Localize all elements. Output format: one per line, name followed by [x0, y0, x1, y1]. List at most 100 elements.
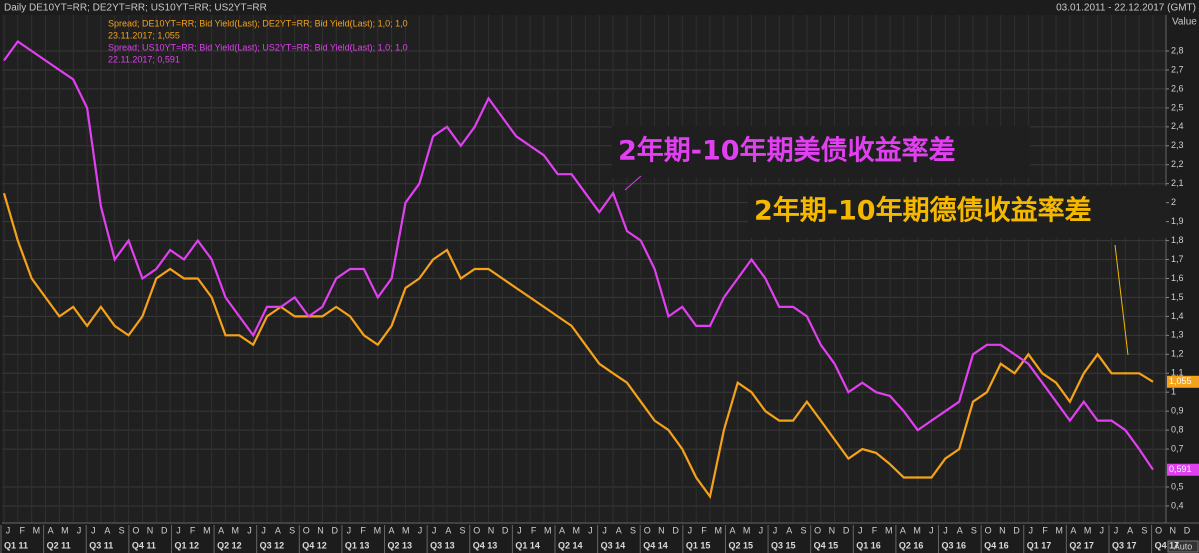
x-tick-label: J	[688, 525, 693, 535]
x-tick-label: M	[913, 525, 921, 535]
quarter-label: Q4 13	[473, 540, 498, 550]
x-tick-label: A	[275, 525, 281, 535]
x-tick-label: J	[943, 525, 948, 535]
x-tick-label: A	[729, 525, 735, 535]
x-tick-label: J	[176, 525, 181, 535]
plot-area	[2, 15, 1166, 523]
y-axis-title: Value	[1172, 17, 1197, 28]
x-tick-label: A	[104, 525, 110, 535]
x-tick-label: D	[1184, 525, 1191, 535]
y-tick-label: 1,5	[1171, 292, 1184, 302]
auto-button-label[interactable]: Auto	[1174, 541, 1193, 551]
y-tick-label: 1,4	[1171, 311, 1184, 321]
y-tick-label: 1,6	[1171, 273, 1184, 283]
annotation-box	[748, 186, 1172, 238]
x-tick-label: A	[786, 525, 792, 535]
annotation-box	[612, 126, 1030, 178]
x-tick-label: J	[418, 525, 423, 535]
x-tick-label: S	[119, 525, 125, 535]
annotation: 2年期-10年期德债收益率差	[754, 195, 1092, 227]
x-tick-label: M	[61, 525, 69, 535]
x-tick-label: A	[218, 525, 224, 535]
x-tick-label: D	[672, 525, 679, 535]
x-tick-label: D	[502, 525, 509, 535]
x-tick-label: J	[773, 525, 778, 535]
x-tick-label: N	[147, 525, 154, 535]
x-tick-label: J	[517, 525, 522, 535]
x-tick-label: O	[303, 525, 310, 535]
x-tick-label: J	[347, 525, 352, 535]
x-tick-label: O	[985, 525, 992, 535]
x-tick-label: O	[814, 525, 821, 535]
x-tick-label: A	[48, 525, 54, 535]
x-tick-label: J	[6, 525, 11, 535]
annotation-arrow	[1114, 244, 1129, 356]
x-tick-label: J	[1100, 525, 1105, 535]
annotation: 2年期-10年期美债收益率差	[618, 135, 956, 167]
quarter-label: Q4 15	[814, 540, 839, 550]
x-tick-label: F	[190, 525, 196, 535]
x-tick-label: A	[559, 525, 565, 535]
x-tick-label: S	[460, 525, 466, 535]
x-tick-label: A	[900, 525, 906, 535]
x-tick-label: M	[203, 525, 211, 535]
header-title: Daily DE10YT=RR; DE2YT=RR; US10YT=RR; US…	[4, 3, 267, 14]
quarter-label: Q2 11	[47, 540, 71, 550]
x-tick-label: S	[289, 525, 295, 535]
x-tick-label: A	[389, 525, 395, 535]
x-tick-label: J	[432, 525, 437, 535]
x-tick-label: J	[77, 525, 82, 535]
x-tick-label: N	[829, 525, 836, 535]
y-tick-label: 2,4	[1171, 121, 1184, 131]
quarter-label: Q3 15	[771, 540, 796, 550]
x-tick-label: D	[331, 525, 338, 535]
x-tick-label: J	[759, 525, 764, 535]
x-tick-label: N	[317, 525, 324, 535]
quarter-label: Q2 12	[217, 540, 242, 550]
end-tag-label: 0,591	[1169, 464, 1192, 474]
quarter-label: Q3 12	[260, 540, 285, 550]
x-tick-label: F	[531, 525, 537, 535]
x-tick-label: M	[544, 525, 552, 535]
x-tick-label: D	[843, 525, 850, 535]
x-tick-label: J	[261, 525, 266, 535]
quarter-label: Q1 13	[345, 540, 370, 550]
x-tick-label: O	[1155, 525, 1162, 535]
y-tick-label: 0,9	[1171, 406, 1184, 416]
end-tag	[1167, 375, 1199, 388]
x-tick-label: F	[1042, 525, 1048, 535]
y-tick-label: 2,5	[1171, 102, 1184, 112]
y-tick-label: 2	[1171, 197, 1176, 207]
end-tag-label: 1,055	[1169, 376, 1192, 386]
quarter-label: Q1 14	[515, 540, 540, 550]
end-tag	[1167, 463, 1199, 476]
x-tick-label: F	[19, 525, 25, 535]
x-tick-label: M	[374, 525, 382, 535]
x-tick-label: M	[572, 525, 580, 535]
auto-button[interactable]	[1167, 540, 1199, 553]
quarter-label: Q2 15	[728, 540, 753, 550]
x-tick-label: F	[872, 525, 878, 535]
legend-entry[interactable]: Spread; DE10YT=RR; Bid Yield(Last); DE2Y…	[108, 18, 408, 28]
legend-last: 23.11.2017; 1,055	[108, 30, 180, 40]
x-tick-label: J	[929, 525, 934, 535]
x-tick-label: O	[644, 525, 651, 535]
quarter-label: Q2 17	[1069, 540, 1094, 550]
quarter-label: Q1 12	[174, 540, 199, 550]
y-tick-label: 2,8	[1171, 45, 1184, 55]
x-tick-label: J	[588, 525, 593, 535]
x-tick-label: M	[714, 525, 722, 535]
quarter-label: Q1 17	[1027, 540, 1052, 550]
x-tick-label: N	[999, 525, 1006, 535]
quarter-label: Q4 14	[643, 540, 668, 550]
legend-entry[interactable]: Spread; US10YT=RR; Bid Yield(Last); US2Y…	[108, 42, 408, 52]
x-tick-label: F	[360, 525, 366, 535]
x-tick-label: N	[658, 525, 665, 535]
series-line	[3, 39, 1154, 471]
x-tick-label: O	[473, 525, 480, 535]
x-tick-label: F	[701, 525, 707, 535]
x-tick-label: A	[1127, 525, 1133, 535]
x-tick-label: J	[91, 525, 96, 535]
